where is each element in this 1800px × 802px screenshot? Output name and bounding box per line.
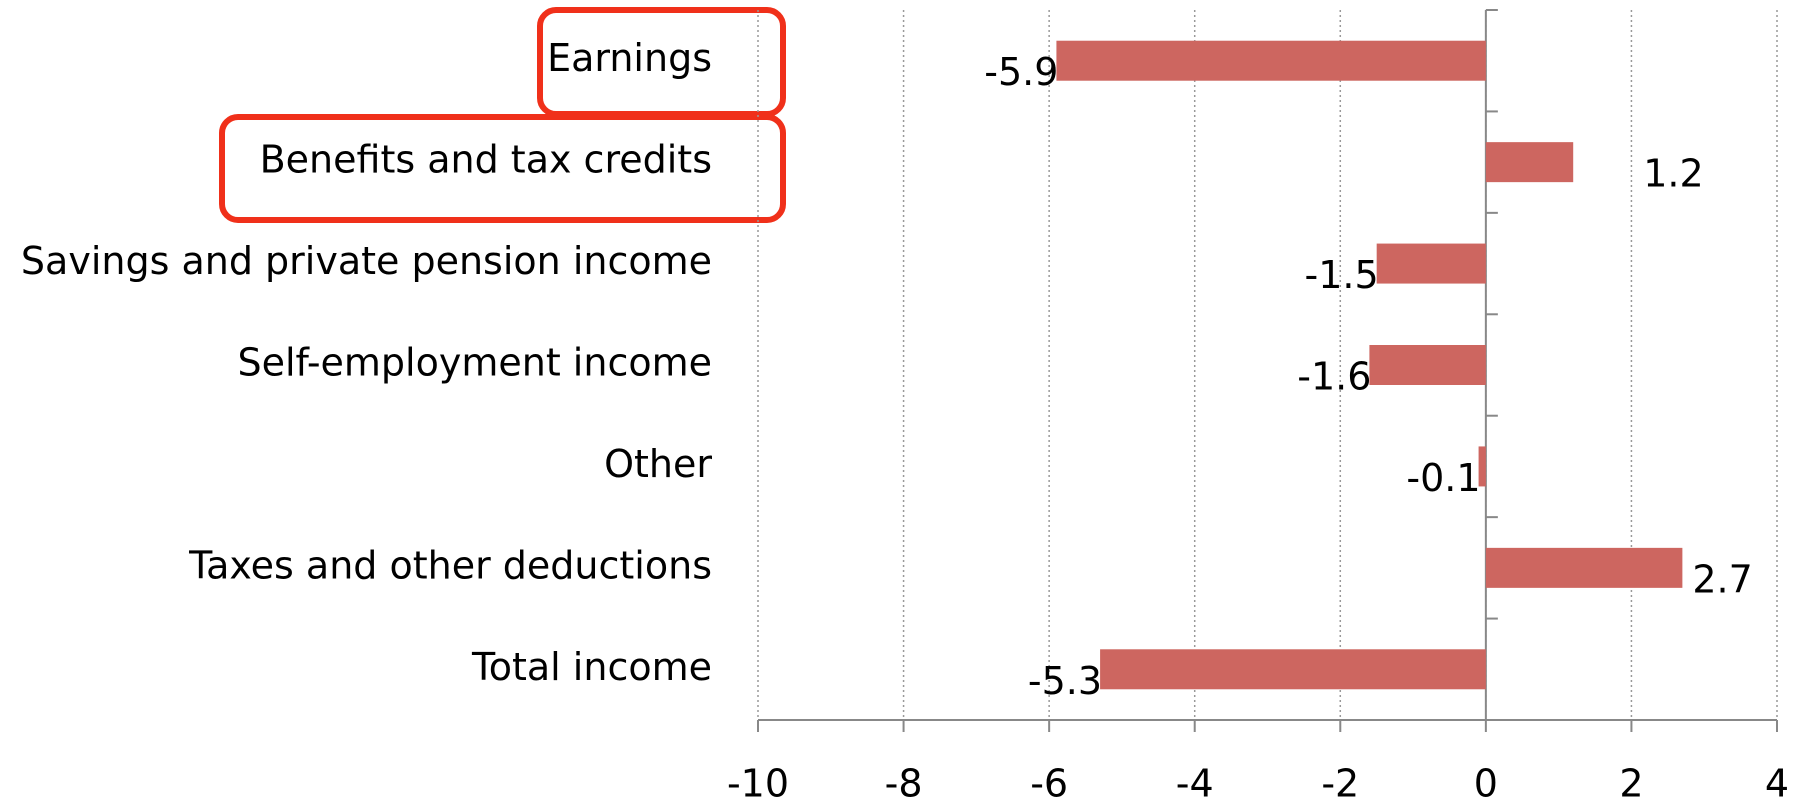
- x-tick-label: 0: [1474, 762, 1498, 802]
- value-label: -5.3: [1028, 659, 1102, 703]
- bar: [1485, 547, 1683, 588]
- x-tick-label: -10: [727, 762, 789, 802]
- value-label: -5.9: [984, 50, 1058, 94]
- y-tick-label: Earnings: [547, 36, 712, 80]
- x-tick-label: -2: [1321, 762, 1359, 802]
- y-tick-label: Total income: [471, 645, 712, 689]
- y-tick-label: Self-employment income: [237, 341, 712, 385]
- x-tick-label: -4: [1176, 762, 1214, 802]
- y-tick-label: Taxes and other deductions: [188, 543, 712, 587]
- value-label: 1.2: [1643, 152, 1703, 196]
- y-tick-label: Other: [604, 442, 712, 486]
- value-label: -0.1: [1406, 456, 1480, 500]
- x-tick-label: -6: [1030, 762, 1068, 802]
- x-tick-label: -8: [885, 762, 923, 802]
- value-label: -1.5: [1305, 253, 1379, 297]
- value-label: -1.6: [1297, 355, 1371, 399]
- y-tick-label: Savings and private pension income: [21, 239, 712, 283]
- y-tick-label: Benefits and tax credits: [260, 138, 712, 182]
- highlight-box: [219, 114, 786, 223]
- value-label: 2.7: [1692, 557, 1752, 601]
- bar: [1376, 243, 1486, 284]
- bar: [1369, 345, 1486, 385]
- bar: [1485, 142, 1574, 183]
- x-tick-label: 2: [1619, 762, 1643, 802]
- bar: [1100, 649, 1486, 690]
- bar: [1478, 446, 1486, 487]
- bar: [1056, 40, 1486, 81]
- x-tick-label: 4: [1765, 762, 1789, 802]
